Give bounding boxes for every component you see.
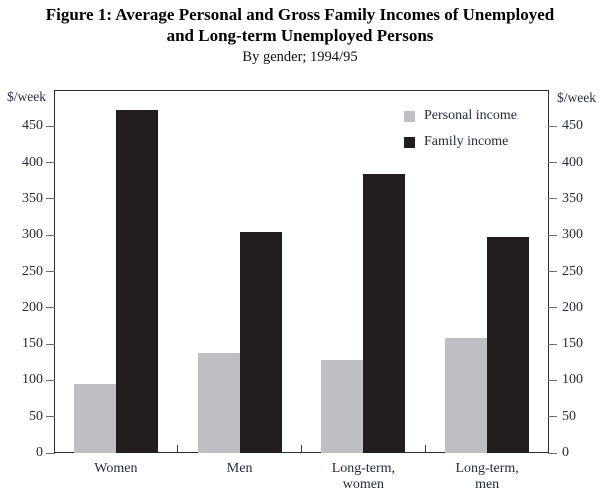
y-axis-tick-right: [548, 343, 557, 345]
x-axis-boundary-tick: [424, 445, 426, 452]
bar-family-income-long-term-women: [363, 174, 406, 453]
bar-personal-income-men: [197, 352, 240, 453]
y-axis-tick-left: [46, 343, 55, 345]
y-axis-tick-label-left: 0: [36, 445, 43, 460]
y-axis-tick-label-right: 200: [562, 299, 583, 315]
y-axis-tick-right: [548, 271, 557, 272]
y-axis-tick-right: [548, 307, 557, 309]
legend-label-family-income: Family income: [424, 134, 509, 149]
category-label-long-term-women: Long-term, women: [331, 461, 396, 492]
legend-item-personal-income: Personal income: [404, 103, 517, 129]
y-axis-tick-left: [46, 452, 55, 454]
y-axis-tick-right: [548, 125, 557, 127]
figure-title-line-2: and Long-term Unemployed Persons: [166, 26, 434, 45]
category-label-women: Women: [94, 461, 138, 476]
bar-personal-income-long-term-women: [321, 360, 364, 453]
y-axis-tick-left: [46, 271, 55, 272]
y-axis-tick-label-right: 150: [562, 336, 583, 352]
y-axis-unit-left: $/week: [7, 89, 46, 104]
y-axis-tick-right: [548, 452, 557, 454]
y-axis-tick-label-right: 350: [562, 190, 583, 206]
bar-family-income-men: [239, 232, 282, 453]
figure-subtitle: By gender; 1994/95: [242, 49, 358, 65]
y-axis-tick-label-left: 450: [22, 118, 43, 134]
y-axis-tick-left: [46, 379, 55, 381]
y-axis-unit-right: $/week: [557, 90, 596, 105]
figure-title-line-1: Figure 1: Average Personal and Gross Fam…: [45, 5, 555, 24]
y-axis-tick-label-left: 300: [22, 227, 43, 243]
legend-item-family-income: Family income: [404, 129, 517, 155]
y-axis-tick-left: [46, 198, 55, 200]
bar-family-income-long-term-men: [487, 237, 530, 453]
y-axis-tick-label-left: 250: [22, 263, 43, 279]
y-axis-tick-left: [46, 162, 55, 164]
y-axis-tick-label-left: 50: [29, 408, 43, 424]
personal-income-swatch-icon: [404, 110, 415, 122]
y-axis-tick-left: [46, 234, 55, 236]
family-income-swatch-icon: [404, 136, 415, 148]
y-axis-tick-right: [548, 234, 557, 236]
y-axis-tick-label-right: 300: [562, 227, 583, 243]
y-axis-tick-label-left: 150: [22, 336, 43, 352]
y-axis-tick-right: [548, 198, 557, 200]
legend-label-personal-income: Personal income: [424, 108, 517, 123]
y-axis-tick-right: [548, 416, 557, 418]
y-axis-tick-right: [548, 379, 557, 381]
x-axis-boundary-tick: [177, 445, 179, 452]
y-axis-tick-label-right: 250: [562, 263, 583, 279]
y-axis-tick-label-left: 200: [22, 299, 43, 315]
category-label-long-term-men: Long-term, men: [455, 461, 519, 492]
y-axis-tick-left: [46, 125, 55, 127]
y-axis-tick-label-right: 400: [562, 154, 583, 170]
y-axis-tick-label-right: 100: [562, 372, 583, 388]
y-axis-tick-label-right: 50: [562, 408, 576, 424]
bar-personal-income-long-term-men: [445, 338, 488, 453]
y-axis-tick-label-right: 0: [562, 445, 569, 460]
y-axis-tick-label-left: 400: [22, 154, 43, 170]
x-axis-boundary-tick: [301, 445, 302, 452]
y-axis-tick-left: [46, 416, 55, 418]
y-axis-tick-label-left: 350: [22, 190, 43, 206]
y-axis-tick-right: [548, 162, 557, 164]
bar-family-income-women: [115, 110, 158, 453]
legend: Personal income Family income: [404, 103, 517, 155]
y-axis-tick-label-left: 100: [22, 372, 43, 388]
y-axis-tick-label-right: 450: [562, 118, 583, 134]
category-label-men: Men: [226, 461, 253, 476]
bar-personal-income-women: [73, 384, 116, 453]
title-block: Figure 1: Average Personal and Gross Fam…: [0, 4, 600, 67]
y-axis-tick-left: [46, 307, 55, 309]
